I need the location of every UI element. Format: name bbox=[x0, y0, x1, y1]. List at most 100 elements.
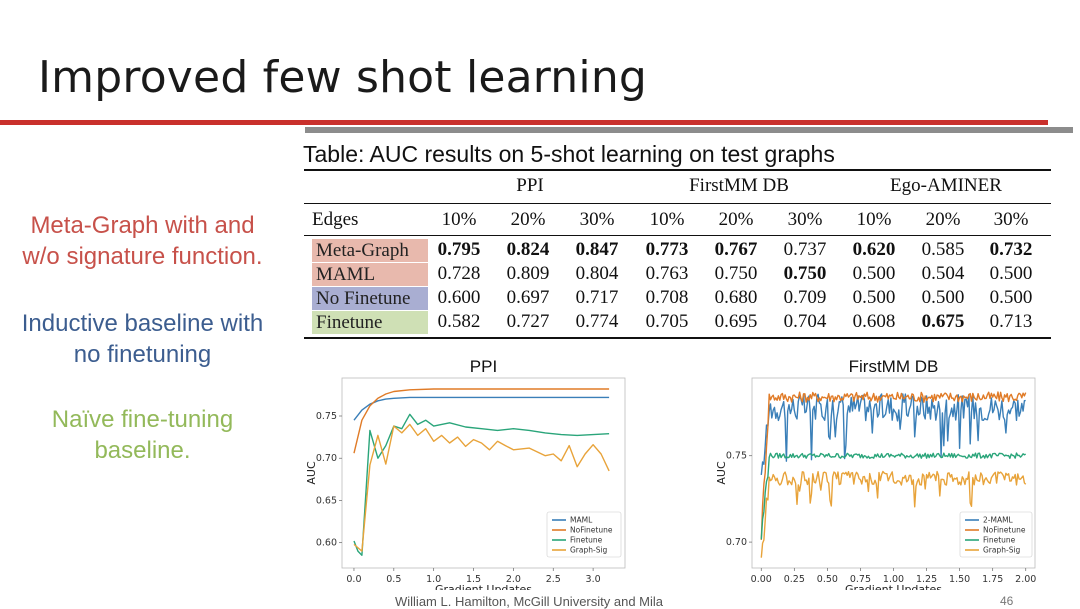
x-tick-label: 0.00 bbox=[751, 574, 772, 585]
table-row-label: Finetune bbox=[312, 311, 428, 334]
table-row-label: Meta-Graph bbox=[312, 239, 428, 262]
table-cell: 0.795 bbox=[437, 239, 481, 260]
legend-entry: Graph-Sig bbox=[983, 546, 1021, 555]
legend-entry: Finetune bbox=[983, 536, 1016, 545]
table-row-label: MAML bbox=[312, 263, 428, 286]
x-axis-label: Gradient Updates bbox=[845, 583, 942, 590]
table-column-header: 20% bbox=[925, 209, 961, 230]
y-tick-label: 0.75 bbox=[316, 411, 337, 422]
table-column-header: 30% bbox=[787, 209, 823, 230]
table-cell: 0.500 bbox=[852, 287, 896, 308]
table-cell: 0.713 bbox=[989, 311, 1033, 332]
legend-entry: MAML bbox=[570, 516, 593, 525]
table-column-header: 30% bbox=[993, 209, 1029, 230]
x-tick-label: 0.75 bbox=[850, 574, 871, 585]
x-tick-label: 1.00 bbox=[883, 574, 904, 585]
table-rule-header bbox=[304, 203, 1051, 204]
x-tick-label: 3.0 bbox=[586, 574, 601, 585]
table-cell: 0.809 bbox=[506, 263, 550, 284]
table-cell: 0.847 bbox=[575, 239, 619, 260]
table-group-header: FirstMM DB bbox=[689, 175, 789, 196]
table-edges-label: Edges bbox=[312, 209, 359, 230]
title-underline-gray bbox=[305, 127, 1073, 133]
x-tick-label: 0.5 bbox=[386, 574, 401, 585]
title-underline-red bbox=[0, 120, 1048, 125]
table-cell: 0.705 bbox=[645, 311, 689, 332]
legend-entry: Finetune bbox=[570, 536, 603, 545]
table-rule-top bbox=[304, 169, 1051, 171]
table-cell: 0.680 bbox=[714, 287, 758, 308]
series-line bbox=[353, 388, 610, 454]
table-cell: 0.709 bbox=[783, 287, 827, 308]
series-line bbox=[760, 452, 1027, 540]
legend-entry: 2-MAML bbox=[983, 516, 1014, 525]
firstmm-chart: FirstMM DB 0.00 0.25 0.50 0.75 1.00 1.25 1.50 1.… bbox=[715, 357, 1036, 590]
table-group-header: Ego-AMINER bbox=[890, 175, 1002, 196]
table-cell: 0.767 bbox=[714, 239, 758, 260]
table-cell: 0.695 bbox=[714, 311, 758, 332]
table-column-header: 10% bbox=[649, 209, 685, 230]
x-tick-label: 1.0 bbox=[426, 574, 441, 585]
table-cell: 0.500 bbox=[989, 263, 1033, 284]
x-axis-label: Gradient Updates bbox=[435, 583, 532, 590]
table-cell: 0.804 bbox=[575, 263, 619, 284]
page-number: 46 bbox=[1000, 594, 1014, 608]
series-line bbox=[353, 396, 610, 421]
table-cell: 0.824 bbox=[506, 239, 550, 260]
table-column-header: 30% bbox=[579, 209, 615, 230]
x-tick-label: 1.5 bbox=[466, 574, 481, 585]
table-cell: 0.585 bbox=[921, 239, 965, 260]
x-tick-label: 0.0 bbox=[346, 574, 361, 585]
x-tick-label: 1.75 bbox=[982, 574, 1003, 585]
table-cell: 0.582 bbox=[437, 311, 481, 332]
table-row-label: No Finetune bbox=[312, 287, 428, 310]
x-tick-label: 2.5 bbox=[546, 574, 561, 585]
table-column-header: 20% bbox=[718, 209, 754, 230]
x-tick-label: 2.0 bbox=[506, 574, 521, 585]
table-cell: 0.600 bbox=[437, 287, 481, 308]
plot-frame bbox=[341, 377, 626, 569]
table-column-header: 10% bbox=[441, 209, 477, 230]
x-tick-label: 1.25 bbox=[916, 574, 937, 585]
table-cell: 0.773 bbox=[645, 239, 689, 260]
y-tick-label: 0.70 bbox=[316, 453, 337, 464]
table-cell: 0.708 bbox=[645, 287, 689, 308]
ppi-chart: PPI 0.0 0.5 1.0 1.5 2.0 2.5 3.0 0.60 0.65 0.70 0.75… bbox=[305, 357, 626, 590]
y-tick-label: 0.60 bbox=[316, 538, 337, 549]
legend-entry: NoFinetune bbox=[983, 526, 1026, 535]
slide-title: Improved few shot learning bbox=[38, 52, 648, 103]
series-line bbox=[760, 393, 1026, 475]
x-tick-label: 2.00 bbox=[1015, 574, 1036, 585]
table-cell: 0.675 bbox=[921, 311, 965, 332]
table-cell: 0.608 bbox=[852, 311, 896, 332]
note-inductive-baseline: Inductive baseline with no finetuning bbox=[21, 310, 264, 368]
series-line bbox=[353, 413, 610, 556]
y-tick-label: 0.65 bbox=[316, 495, 337, 506]
x-tick-label: 0.50 bbox=[817, 574, 838, 585]
table-cell: 0.500 bbox=[989, 287, 1033, 308]
table-cell: 0.697 bbox=[506, 287, 550, 308]
table-cell: 0.728 bbox=[437, 263, 481, 284]
table-cell: 0.500 bbox=[921, 287, 965, 308]
series-line bbox=[353, 423, 610, 552]
legend-entry: Graph-Sig bbox=[570, 546, 608, 555]
note-naive-finetuning: Naïve fine-tuning baseline. bbox=[51, 406, 234, 464]
legend-box bbox=[959, 511, 1033, 558]
footer-credit: William L. Hamilton, McGill University a… bbox=[395, 594, 663, 609]
table-column-header: 20% bbox=[510, 209, 546, 230]
table-cell: 0.763 bbox=[645, 263, 689, 284]
table-cell: 0.737 bbox=[783, 239, 827, 260]
chart-title: PPI bbox=[470, 357, 497, 376]
series-line bbox=[760, 470, 1027, 558]
table-cell: 0.774 bbox=[575, 311, 619, 332]
series-line bbox=[760, 391, 1027, 540]
legend-entry: NoFinetune bbox=[570, 526, 613, 535]
table-cell: 0.620 bbox=[852, 239, 896, 260]
note-meta-graph: Meta-Graph with and w/o signature functi… bbox=[22, 212, 263, 270]
table-cell: 0.704 bbox=[783, 311, 827, 332]
y-tick-label: 0.70 bbox=[726, 537, 747, 548]
table-cell: 0.500 bbox=[852, 263, 896, 284]
table-caption: Table: AUC results on 5-shot learning on… bbox=[303, 141, 835, 167]
legend-box bbox=[546, 511, 622, 558]
table-group-header: PPI bbox=[516, 175, 544, 196]
